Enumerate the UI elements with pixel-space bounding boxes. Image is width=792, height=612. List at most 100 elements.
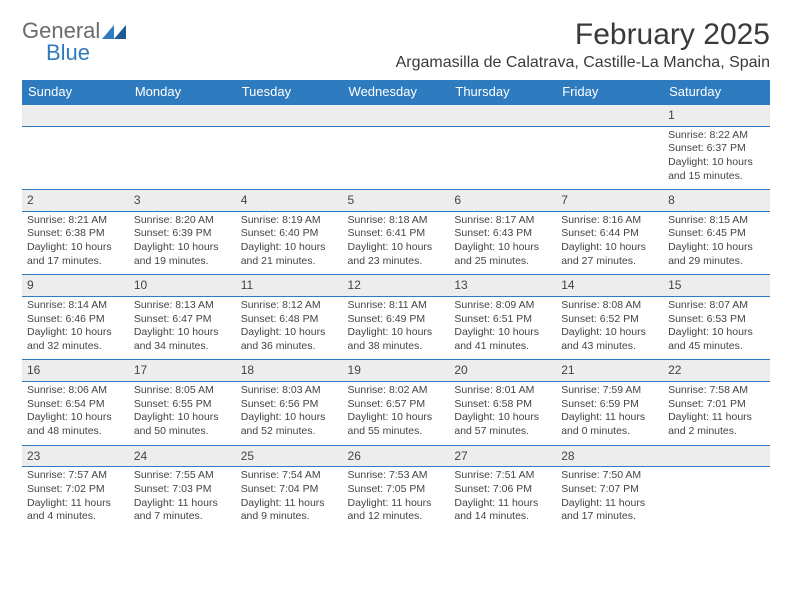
day-number-cell: 7 <box>556 190 663 212</box>
day-daylight1: Daylight: 10 hours <box>454 326 551 340</box>
day-sunrise: Sunrise: 8:07 AM <box>668 299 765 313</box>
day-daylight2: and 17 minutes. <box>27 255 124 269</box>
day-detail-cell: Sunrise: 7:50 AMSunset: 7:07 PMDaylight:… <box>556 467 663 530</box>
day-daylight1: Daylight: 10 hours <box>348 241 445 255</box>
day-number-cell: 13 <box>449 275 556 297</box>
day-number-cell <box>556 104 663 126</box>
day-daylight2: and 25 minutes. <box>454 255 551 269</box>
day-daylight2: and 50 minutes. <box>134 425 231 439</box>
day-daylight2: and 21 minutes. <box>241 255 338 269</box>
title-block: February 2025 Argamasilla de Calatrava, … <box>396 18 770 72</box>
day-daylight1: Daylight: 10 hours <box>348 411 445 425</box>
day-number-cell: 21 <box>556 360 663 382</box>
day-detail-cell: Sunrise: 8:08 AMSunset: 6:52 PMDaylight:… <box>556 296 663 360</box>
day-daylight1: Daylight: 10 hours <box>668 156 765 170</box>
day-detail-cell: Sunrise: 8:12 AMSunset: 6:48 PMDaylight:… <box>236 296 343 360</box>
day-sunrise: Sunrise: 8:14 AM <box>27 299 124 313</box>
daynum-row: 16171819202122 <box>22 360 770 382</box>
day-detail-cell: Sunrise: 8:03 AMSunset: 6:56 PMDaylight:… <box>236 382 343 446</box>
day-detail-cell: Sunrise: 8:17 AMSunset: 6:43 PMDaylight:… <box>449 211 556 275</box>
day-daylight1: Daylight: 10 hours <box>27 241 124 255</box>
day-number-cell: 6 <box>449 190 556 212</box>
daynum-row: 2345678 <box>22 190 770 212</box>
day-detail-cell: Sunrise: 8:15 AMSunset: 6:45 PMDaylight:… <box>663 211 770 275</box>
daynum-row: 1 <box>22 104 770 126</box>
day-daylight1: Daylight: 10 hours <box>561 241 658 255</box>
day-daylight1: Daylight: 10 hours <box>134 241 231 255</box>
day-number-cell: 10 <box>129 275 236 297</box>
day-daylight2: and 9 minutes. <box>241 510 338 524</box>
day-daylight2: and 32 minutes. <box>27 340 124 354</box>
day-detail-cell: Sunrise: 7:57 AMSunset: 7:02 PMDaylight:… <box>22 467 129 530</box>
day-detail-cell <box>663 467 770 530</box>
day-sunrise: Sunrise: 8:21 AM <box>27 214 124 228</box>
day-sunrise: Sunrise: 7:58 AM <box>668 384 765 398</box>
daynum-row: 232425262728 <box>22 445 770 467</box>
day-detail-cell: Sunrise: 8:11 AMSunset: 6:49 PMDaylight:… <box>343 296 450 360</box>
day-daylight2: and 4 minutes. <box>27 510 124 524</box>
day-number-cell: 19 <box>343 360 450 382</box>
day-sunset: Sunset: 6:48 PM <box>241 313 338 327</box>
day-detail-cell <box>22 126 129 190</box>
day-number-cell: 26 <box>343 445 450 467</box>
day-daylight1: Daylight: 11 hours <box>561 497 658 511</box>
day-sunset: Sunset: 6:59 PM <box>561 398 658 412</box>
day-detail-cell: Sunrise: 8:02 AMSunset: 6:57 PMDaylight:… <box>343 382 450 446</box>
day-sunset: Sunset: 6:51 PM <box>454 313 551 327</box>
day-number-cell: 22 <box>663 360 770 382</box>
detail-row: Sunrise: 8:06 AMSunset: 6:54 PMDaylight:… <box>22 382 770 446</box>
day-daylight1: Daylight: 10 hours <box>241 241 338 255</box>
day-daylight1: Daylight: 10 hours <box>454 411 551 425</box>
day-number-cell <box>449 104 556 126</box>
day-number-cell: 4 <box>236 190 343 212</box>
day-sunset: Sunset: 6:44 PM <box>561 227 658 241</box>
day-daylight2: and 41 minutes. <box>454 340 551 354</box>
day-daylight2: and 45 minutes. <box>668 340 765 354</box>
day-detail-cell: Sunrise: 8:06 AMSunset: 6:54 PMDaylight:… <box>22 382 129 446</box>
calendar-table: SundayMondayTuesdayWednesdayThursdayFrid… <box>22 80 770 530</box>
day-daylight2: and 38 minutes. <box>348 340 445 354</box>
logo: General Blue <box>22 18 128 66</box>
day-number-cell: 14 <box>556 275 663 297</box>
day-sunset: Sunset: 6:56 PM <box>241 398 338 412</box>
day-daylight1: Daylight: 10 hours <box>348 326 445 340</box>
day-number-cell <box>236 104 343 126</box>
day-detail-cell: Sunrise: 8:01 AMSunset: 6:58 PMDaylight:… <box>449 382 556 446</box>
day-detail-cell: Sunrise: 7:59 AMSunset: 6:59 PMDaylight:… <box>556 382 663 446</box>
location: Argamasilla de Calatrava, Castille-La Ma… <box>396 54 770 72</box>
day-sunrise: Sunrise: 7:55 AM <box>134 469 231 483</box>
day-sunset: Sunset: 6:52 PM <box>561 313 658 327</box>
day-detail-cell: Sunrise: 8:18 AMSunset: 6:41 PMDaylight:… <box>343 211 450 275</box>
day-sunset: Sunset: 7:05 PM <box>348 483 445 497</box>
day-daylight1: Daylight: 10 hours <box>241 326 338 340</box>
day-sunset: Sunset: 6:57 PM <box>348 398 445 412</box>
day-sunrise: Sunrise: 7:54 AM <box>241 469 338 483</box>
weekday-header: Monday <box>129 80 236 104</box>
day-sunset: Sunset: 6:41 PM <box>348 227 445 241</box>
day-sunrise: Sunrise: 7:50 AM <box>561 469 658 483</box>
day-number-cell: 28 <box>556 445 663 467</box>
day-daylight1: Daylight: 10 hours <box>134 326 231 340</box>
day-sunrise: Sunrise: 8:18 AM <box>348 214 445 228</box>
day-sunset: Sunset: 6:45 PM <box>668 227 765 241</box>
weekday-header: Tuesday <box>236 80 343 104</box>
day-sunrise: Sunrise: 8:16 AM <box>561 214 658 228</box>
day-sunrise: Sunrise: 8:02 AM <box>348 384 445 398</box>
day-number-cell <box>663 445 770 467</box>
day-daylight1: Daylight: 11 hours <box>454 497 551 511</box>
detail-row: Sunrise: 7:57 AMSunset: 7:02 PMDaylight:… <box>22 467 770 530</box>
header-row: General Blue February 2025 Argamasilla d… <box>22 18 770 72</box>
day-daylight2: and 57 minutes. <box>454 425 551 439</box>
day-number-cell: 11 <box>236 275 343 297</box>
day-detail-cell: Sunrise: 7:54 AMSunset: 7:04 PMDaylight:… <box>236 467 343 530</box>
day-daylight2: and 17 minutes. <box>561 510 658 524</box>
day-sunrise: Sunrise: 8:05 AM <box>134 384 231 398</box>
weekday-header: Friday <box>556 80 663 104</box>
day-sunrise: Sunrise: 8:13 AM <box>134 299 231 313</box>
day-daylight2: and 23 minutes. <box>348 255 445 269</box>
day-daylight2: and 12 minutes. <box>348 510 445 524</box>
day-daylight2: and 29 minutes. <box>668 255 765 269</box>
logo-mark-icon <box>100 21 128 41</box>
day-sunset: Sunset: 6:49 PM <box>348 313 445 327</box>
day-sunset: Sunset: 7:02 PM <box>27 483 124 497</box>
